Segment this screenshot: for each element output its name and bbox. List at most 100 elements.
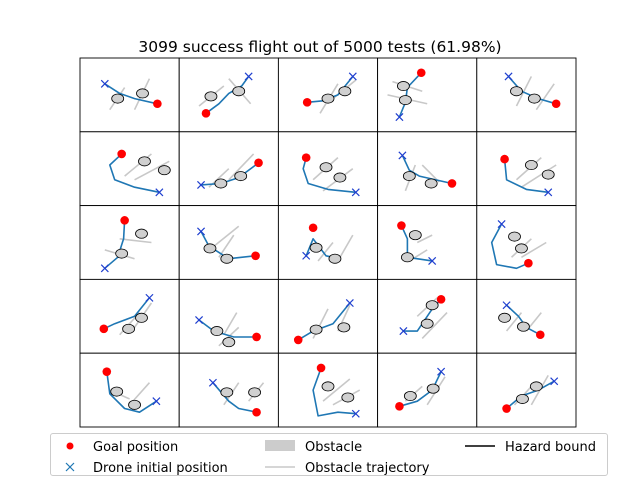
start-marker-stroke xyxy=(208,378,217,387)
start-marker-stroke xyxy=(544,188,553,197)
goal-marker xyxy=(436,295,446,304)
start-marker-stroke xyxy=(196,180,206,189)
subplot-panel xyxy=(277,352,379,428)
obstacle-marker xyxy=(541,169,555,180)
subplot-panel xyxy=(476,131,577,207)
obstacle-marker xyxy=(426,383,440,394)
start-marker xyxy=(398,151,407,160)
obstacle-marker xyxy=(328,253,342,264)
goal-marker xyxy=(316,363,326,373)
goal-marker xyxy=(524,258,533,268)
legend-item-goal: Goal position xyxy=(66,440,178,455)
obstacle-marker xyxy=(136,88,149,99)
drone-trajectory xyxy=(398,72,422,118)
drone-trajectory xyxy=(106,371,157,413)
start-marker xyxy=(497,220,506,229)
obstacle-trajectory-line xyxy=(317,241,334,262)
drone-trajectory xyxy=(302,157,356,194)
subplot-panel xyxy=(377,352,478,428)
obstacle-trajectory-line xyxy=(421,312,448,339)
legend-label-goal: Goal position xyxy=(93,440,178,455)
goal-marker xyxy=(302,97,312,107)
start-marker-stroke xyxy=(152,397,161,406)
start-marker xyxy=(502,301,511,310)
obstacle-marker xyxy=(321,93,335,104)
start-marker-stroke xyxy=(497,220,506,229)
subplot-frame xyxy=(476,352,577,428)
start-marker xyxy=(155,188,164,197)
start-marker-stroke xyxy=(100,264,109,273)
start-marker-stroke xyxy=(302,251,311,260)
drone-trajectory xyxy=(103,297,151,330)
obstacle-marker xyxy=(204,91,218,102)
x-marker-icon xyxy=(65,462,75,472)
drone-trajectory xyxy=(503,159,549,194)
start-marker xyxy=(395,113,404,122)
obstacle-trajectory-line xyxy=(521,164,557,188)
obstacle-marker xyxy=(232,86,246,97)
obstacle-marker xyxy=(508,231,521,242)
start-marker-stroke xyxy=(145,293,154,302)
subplot-frame xyxy=(79,57,180,133)
subplot-panel xyxy=(277,205,379,280)
obstacle-marker xyxy=(337,322,351,333)
obstacle-marker xyxy=(333,172,347,183)
obstacle-trajectory-line xyxy=(322,378,351,402)
goal-marker xyxy=(416,68,426,78)
subplot-frame xyxy=(476,57,577,133)
subplot-panel xyxy=(178,352,279,428)
obstacle-marker xyxy=(529,381,543,392)
subplot-panel xyxy=(178,57,279,133)
obstacle-marker xyxy=(214,178,228,189)
obstacle-marker xyxy=(400,252,414,263)
start-marker-stroke xyxy=(351,188,360,197)
subplot-frame xyxy=(178,57,279,133)
obstacle-marker xyxy=(517,321,530,332)
legend-label-drone-start: Drone initial position xyxy=(93,461,228,476)
subplot-panel xyxy=(476,205,577,280)
subplot-panel xyxy=(476,278,577,354)
start-marker-stroke xyxy=(196,227,206,236)
subplot-panel xyxy=(377,131,478,207)
start-marker xyxy=(152,397,161,406)
chart-title: 3099 success flight out of 5000 tests (6… xyxy=(138,38,501,56)
goal-marker-icon xyxy=(66,442,74,450)
subplot-panel xyxy=(178,131,279,207)
start-marker-stroke xyxy=(244,72,253,81)
start-marker xyxy=(550,377,559,386)
drone-trajectory xyxy=(312,367,356,417)
goal-marker xyxy=(252,407,261,417)
drone-trajectory xyxy=(400,225,433,262)
obstacle-marker xyxy=(527,93,541,104)
start-marker xyxy=(428,256,437,265)
subplot-panel xyxy=(79,278,180,354)
subplot-panel xyxy=(79,57,180,133)
obstacle-marker xyxy=(222,337,236,348)
obstacle-marker xyxy=(157,165,171,176)
start-marker-stroke xyxy=(345,298,354,308)
obstacle-marker xyxy=(115,248,129,259)
obstacle-patch-icon xyxy=(265,440,295,451)
subplot-frame xyxy=(476,131,577,207)
subplot-panel xyxy=(377,278,478,354)
obstacle-trajectory-line xyxy=(535,83,555,111)
start-marker xyxy=(196,227,206,236)
subplot-panel xyxy=(277,278,379,354)
obstacle-trajectory-line xyxy=(515,76,533,107)
drone-trajectory xyxy=(490,223,529,270)
obstacle-trajectory-line xyxy=(119,238,152,244)
drone-trajectory xyxy=(399,371,442,408)
start-marker xyxy=(100,79,109,88)
goal-marker xyxy=(535,330,545,340)
subplot-frame xyxy=(377,205,478,280)
start-marker xyxy=(302,251,311,260)
drone-trajectory xyxy=(109,153,160,194)
subplot-panel xyxy=(377,205,478,280)
subplot-grid xyxy=(79,57,577,428)
obstacle-marker xyxy=(515,243,528,254)
obstacle-marker xyxy=(128,399,141,410)
obstacle-trajectory-line xyxy=(521,241,547,258)
legend-item-obstacle: Obstacle xyxy=(265,440,362,455)
subplot-frame xyxy=(377,57,478,133)
start-marker-stroke xyxy=(550,377,559,386)
